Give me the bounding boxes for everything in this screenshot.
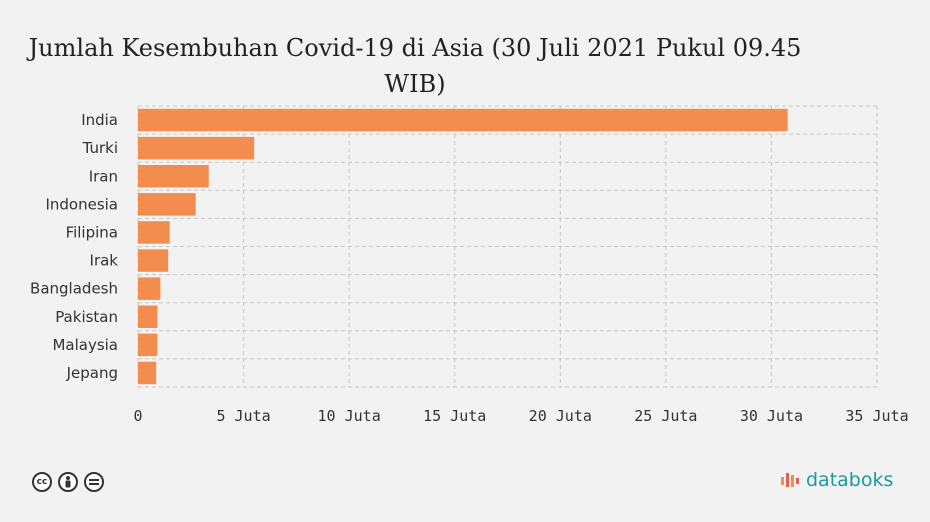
bar: [138, 165, 209, 188]
bar: [138, 333, 158, 357]
nd-icon: [84, 472, 104, 492]
by-icon: [58, 472, 78, 492]
bar: [138, 193, 196, 216]
category-label: India: [81, 111, 118, 129]
databoks-logo[interactable]: databoks: [780, 469, 893, 491]
bar: [138, 361, 157, 385]
x-tick-label: 35 Juta: [845, 407, 908, 425]
license-icons: cc: [32, 472, 104, 492]
category-label: Jepang: [66, 364, 118, 382]
bar-chart: 0 5 Juta 10 Juta 15 Juta 20 Juta 25 Juta 30 Ju…: [30, 105, 909, 425]
category-label: Irak: [90, 252, 119, 270]
databoks-mark-icon: [781, 473, 799, 487]
x-tick-label: 10 Juta: [318, 407, 381, 425]
x-tick-label: 15 Juta: [423, 407, 486, 425]
cc-icon: cc: [32, 472, 52, 492]
bar: [138, 249, 169, 272]
bar: [138, 277, 161, 300]
bar: [138, 305, 158, 328]
category-label: Pakistan: [55, 308, 118, 326]
brand-name: databoks: [806, 469, 894, 491]
x-tick-label: 30 Juta: [740, 407, 803, 425]
x-tick-label: 25 Juta: [634, 407, 697, 425]
category-label: Turki: [82, 139, 118, 157]
category-label: Iran: [89, 167, 118, 185]
category-label: Indonesia: [45, 195, 118, 213]
category-label: Bangladesh: [30, 280, 118, 298]
chart-title: Jumlah Kesembuhan Covid-19 di Asia (30 J…: [28, 34, 802, 98]
bar: [138, 221, 170, 244]
category-label: Malaysia: [52, 336, 118, 354]
bar: [138, 108, 788, 132]
bar: [138, 136, 255, 160]
x-tick-label: 5 Juta: [216, 407, 270, 425]
category-label: Filipina: [66, 223, 118, 241]
x-tick-label: 0: [133, 407, 142, 425]
x-tick-label: 20 Juta: [529, 407, 592, 425]
